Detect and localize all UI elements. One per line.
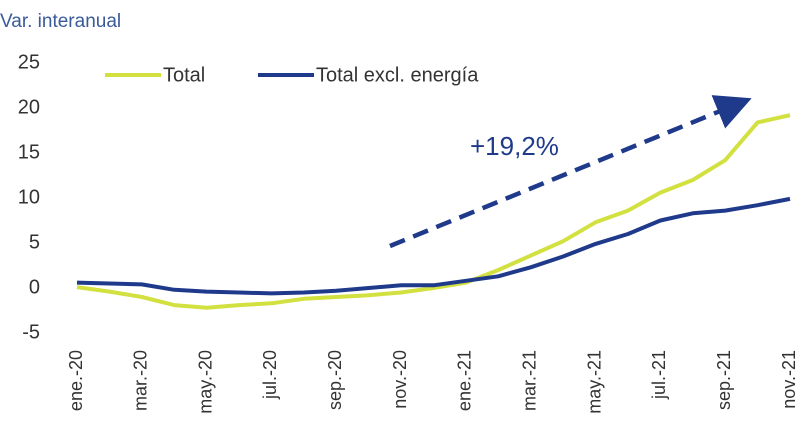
y-tick-label: -5 bbox=[22, 321, 40, 343]
y-tick-label: 5 bbox=[29, 231, 40, 253]
x-tick-label: sep.-21 bbox=[714, 350, 734, 410]
y-tick-label: 10 bbox=[18, 186, 40, 208]
series-line bbox=[76, 113, 791, 310]
x-tick-label: may.-20 bbox=[195, 350, 215, 414]
annotation: +19,2% bbox=[470, 131, 559, 161]
x-tick-label: nov.-20 bbox=[390, 350, 410, 409]
series-line bbox=[76, 196, 791, 296]
x-tick-label: jul.-20 bbox=[260, 350, 280, 400]
y-tick-label: 15 bbox=[18, 141, 40, 163]
y-axis-label: Var. interanual bbox=[0, 11, 121, 32]
y-tick-label: 0 bbox=[29, 276, 40, 298]
x-tick-label: may.-21 bbox=[584, 350, 604, 414]
x-tick-label: ene.-20 bbox=[66, 350, 86, 411]
y-tick-label: 25 bbox=[18, 51, 40, 73]
x-tick-label: mar.-21 bbox=[519, 350, 539, 411]
trend-arrow bbox=[389, 95, 752, 249]
x-tick-label: nov.-21 bbox=[779, 350, 798, 409]
legend-label: Total excl. energía bbox=[316, 64, 479, 86]
x-tick-label: jul.-21 bbox=[649, 350, 669, 400]
legend-label: Total bbox=[163, 64, 205, 86]
x-tick-label: sep.-20 bbox=[325, 350, 345, 410]
x-tick-label: ene.-21 bbox=[455, 350, 475, 411]
x-tick-label: mar.-20 bbox=[131, 350, 151, 411]
y-tick-label: 20 bbox=[18, 96, 40, 118]
